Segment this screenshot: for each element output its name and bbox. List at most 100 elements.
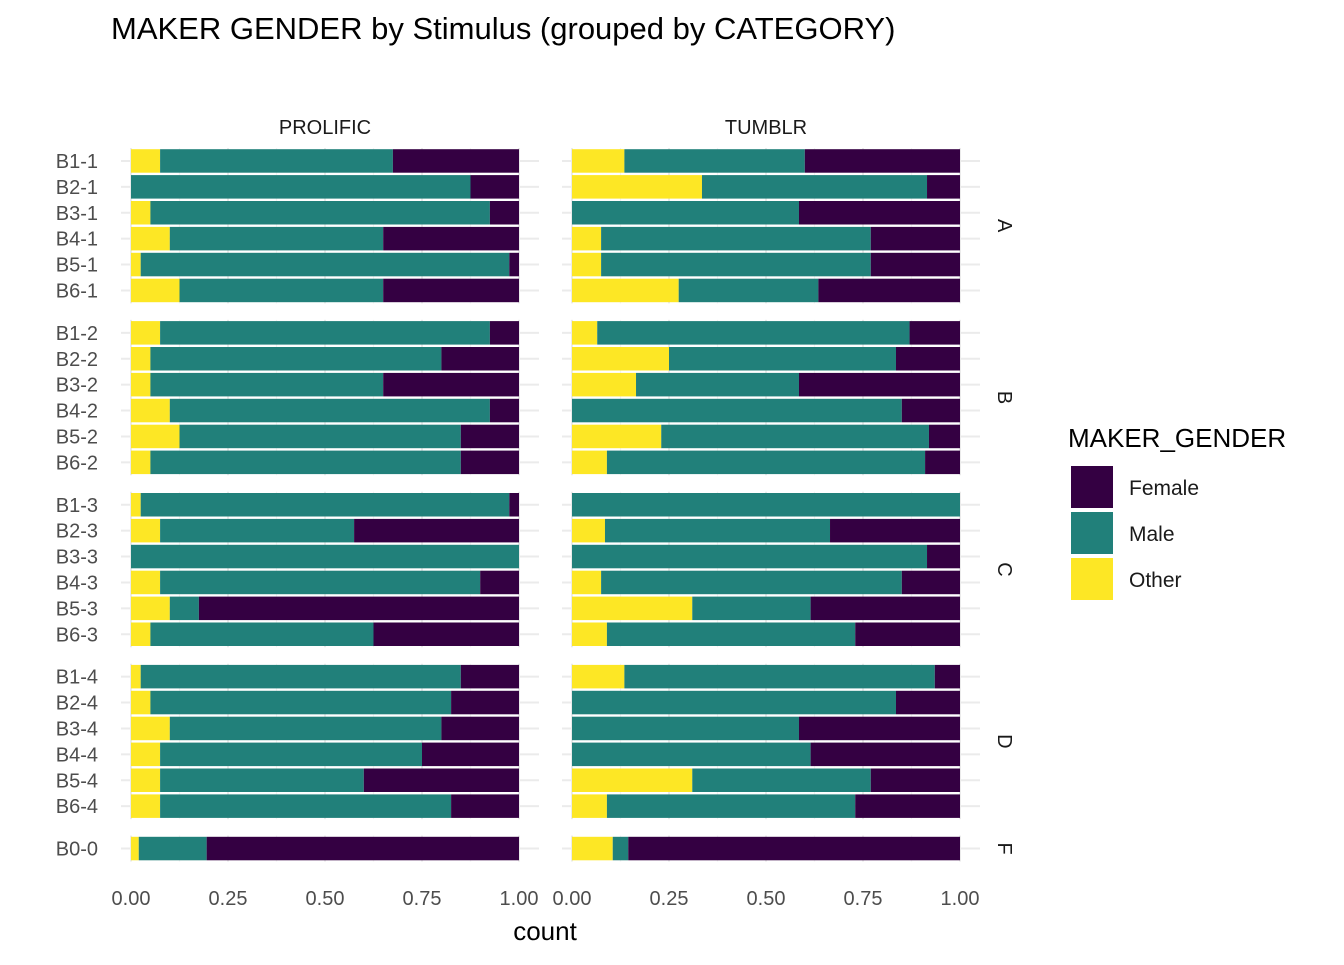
bar-segment-male <box>601 252 871 277</box>
bar-segment-female <box>810 742 960 767</box>
bar-segment-male <box>160 768 364 792</box>
y-tick-label: B1-3 <box>56 495 98 517</box>
bar-segment-female <box>383 372 519 397</box>
bar-segment-male <box>572 742 811 767</box>
bar-segment-female <box>460 664 519 689</box>
bar-segment-other <box>572 622 607 646</box>
bar-segment-female <box>422 742 519 767</box>
facet-strip-row-b: B <box>993 391 1015 404</box>
facet-row-f: B0-0 F <box>56 835 1015 862</box>
bar-segment-female <box>489 398 519 423</box>
bar-segment-female <box>489 201 519 225</box>
bar-segment-male <box>160 742 422 767</box>
y-tick-label: B6-1 <box>56 280 98 302</box>
bar-segment-other <box>572 149 625 173</box>
legend-swatch-other <box>1071 558 1113 600</box>
bar-segment-male <box>606 450 926 475</box>
bar-segment-male <box>601 226 871 251</box>
bar-segment-other <box>572 424 662 449</box>
bar-segment-female <box>198 596 519 621</box>
bar-segment-female <box>927 175 960 199</box>
bar-segment-other <box>131 321 161 345</box>
bar-segment-male <box>179 278 384 303</box>
bar-segment-male <box>169 716 442 741</box>
y-tick-label: B5-3 <box>56 598 98 620</box>
bar-segment-other <box>572 175 702 199</box>
facet-row-d: B1-4 B2-4 B3-4 B4-4 B5-4 B6-4 D <box>56 663 1015 820</box>
bar-segment-female <box>354 518 519 543</box>
y-tick-label: B2-2 <box>56 349 98 371</box>
bar-segment-other <box>131 622 151 646</box>
bar-segment-male <box>140 664 461 689</box>
bar-segment-female <box>895 690 960 715</box>
x-tick-label: 0.75 <box>844 888 883 910</box>
bar-segment-female <box>470 175 519 199</box>
bar-segment-other <box>131 596 170 621</box>
y-tick-label: B6-3 <box>56 624 98 646</box>
bar-segment-other <box>131 398 170 423</box>
bar-segment-male <box>572 544 928 569</box>
x-tick-label: 0.50 <box>747 888 786 910</box>
bar-segment-male <box>572 398 902 423</box>
bar-segment-male <box>572 201 799 225</box>
bar-segment-female <box>830 518 960 543</box>
bar-segment-male <box>160 794 452 818</box>
x-tick-label: 0.50 <box>306 888 345 910</box>
bar-segment-female <box>460 450 519 475</box>
bar-segment-female <box>441 347 519 371</box>
x-tick-label: 1.00 <box>941 888 980 910</box>
bar-segment-male <box>624 149 805 173</box>
bar-segment-male <box>701 175 928 199</box>
bar-segment-other <box>131 347 151 371</box>
bar-segment-other <box>572 226 602 251</box>
y-tick-label: B3-4 <box>56 718 98 740</box>
bar-segment-female <box>925 450 960 475</box>
facet-strip-row-d: D <box>993 734 1015 748</box>
bar-segment-other <box>131 768 161 792</box>
bar-segment-male <box>624 664 935 689</box>
x-tick-label: 0.25 <box>650 888 689 910</box>
bar-segment-female <box>451 794 519 818</box>
legend-label-female: Female <box>1129 477 1199 500</box>
bar-segment-male <box>150 690 452 715</box>
bar-segment-male <box>169 226 384 251</box>
bar-segment-female <box>392 149 519 173</box>
bar-segment-male <box>606 622 856 646</box>
bar-segment-male <box>692 596 811 621</box>
bar-segment-male <box>150 347 442 371</box>
bar-segment-other <box>572 570 602 595</box>
bar-segment-male <box>150 372 384 397</box>
bar-segment-other <box>572 372 637 397</box>
bar-segment-other <box>131 252 141 277</box>
bar-segment-other <box>572 321 598 345</box>
bar-segment-female <box>901 398 960 423</box>
y-tick-label: B3-1 <box>56 203 98 225</box>
bar-segment-female <box>206 836 519 861</box>
bar-segment-female <box>855 622 960 646</box>
bar-segment-other <box>131 493 141 517</box>
bar-segment-other <box>131 742 161 767</box>
bar-segment-male <box>169 398 490 423</box>
bar-segment-male <box>572 690 896 715</box>
y-tick-label: B5-2 <box>56 426 98 448</box>
legend-label-other: Other <box>1129 569 1182 592</box>
bar-segment-male <box>131 544 519 569</box>
bar-segment-female <box>460 424 519 449</box>
bar-segment-female <box>810 596 960 621</box>
bar-segment-female <box>927 544 960 569</box>
facet-strip-row-a: A <box>993 219 1015 233</box>
bar-segment-female <box>480 570 519 595</box>
bar-segment-other <box>572 768 693 792</box>
bar-segment-other <box>131 424 180 449</box>
y-tick-label: B5-1 <box>56 255 98 277</box>
bar-segment-male <box>661 424 929 449</box>
bar-segment-female <box>383 278 519 303</box>
y-tick-label: B2-1 <box>56 177 98 199</box>
bar-segment-female <box>818 278 960 303</box>
y-tick-label: B3-2 <box>56 375 98 397</box>
bar-segment-male <box>169 596 199 621</box>
bar-segment-female <box>441 716 519 741</box>
bar-segment-female <box>451 690 519 715</box>
bar-segment-male <box>636 372 799 397</box>
